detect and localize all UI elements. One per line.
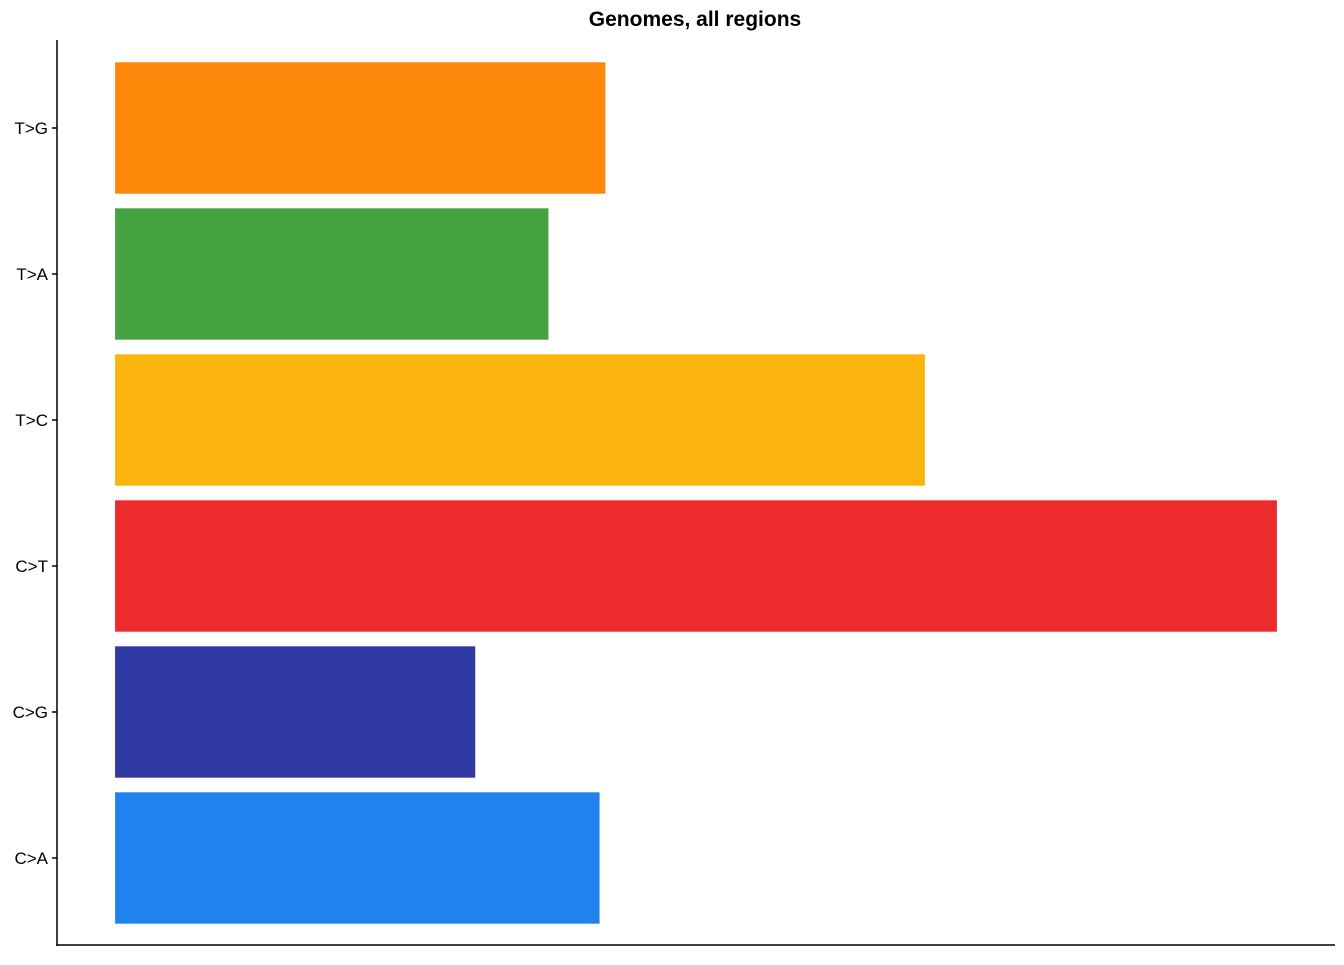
chart-title: Genomes, all regions: [589, 8, 801, 31]
y-tick-label: C>T: [15, 557, 48, 576]
bar-C-to-A: [115, 792, 600, 924]
bars-layer: [115, 62, 1277, 924]
y-tick-label: C>G: [13, 703, 48, 722]
y-tick-label: T>G: [14, 119, 48, 138]
y-tick-label: T>C: [15, 411, 48, 430]
bar-C-to-T: [115, 500, 1277, 632]
bar-T-to-C: [115, 354, 925, 486]
bar-C-to-G: [115, 646, 476, 778]
bar-T-to-A: [115, 208, 549, 340]
bar-T-to-G: [115, 62, 606, 194]
y-axis-ticks: C>A C>G C>T T>C T>A T>G: [13, 119, 57, 868]
y-tick-label: C>A: [14, 849, 48, 868]
y-tick-label: T>A: [16, 265, 48, 284]
